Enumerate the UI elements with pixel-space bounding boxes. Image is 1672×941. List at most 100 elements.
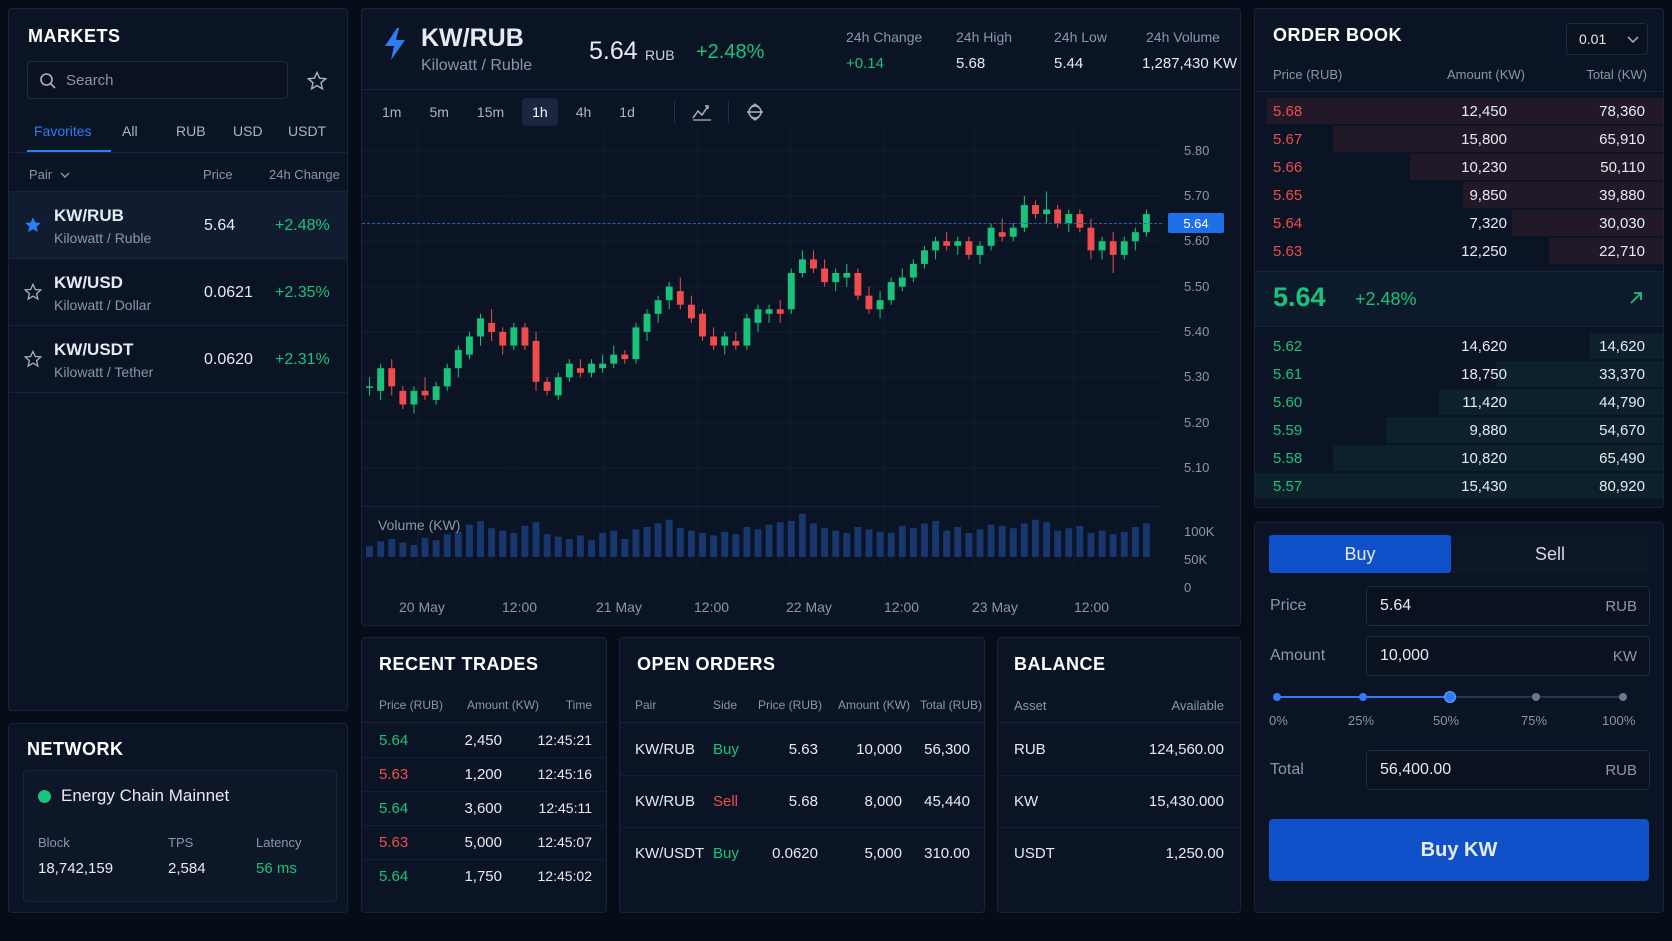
candle-body xyxy=(643,313,651,332)
volume-bar xyxy=(499,530,507,557)
candle xyxy=(665,282,673,310)
indicators-icon[interactable] xyxy=(692,103,712,121)
mid-change: +2.48% xyxy=(1355,289,1417,309)
candle-body xyxy=(976,245,984,255)
mid-price-row: 5.64 +2.48% xyxy=(1255,271,1663,327)
volume-bar xyxy=(599,533,607,557)
bid-row[interactable]: 5.58 10,820 65,490 xyxy=(1255,444,1663,472)
toolbar-divider xyxy=(728,101,729,123)
timeframe-1d[interactable]: 1d xyxy=(619,104,635,120)
divider xyxy=(9,191,347,192)
market-row-kw-rub[interactable]: KW/RUB Kilowatt / Ruble 5.64 +2.48% xyxy=(9,192,347,258)
tab-sell[interactable]: Sell xyxy=(1451,535,1649,573)
slider-thumb[interactable] xyxy=(1444,691,1456,703)
depth-bar xyxy=(1332,445,1663,471)
tab-usd[interactable]: USD xyxy=(233,123,263,139)
star-outline-icon[interactable] xyxy=(24,350,42,368)
star-filled-icon[interactable] xyxy=(24,216,42,234)
market-row-kw-usdt[interactable]: KW/USDT Kilowatt / Tether 0.0620 +2.31% xyxy=(9,326,347,392)
bid-row[interactable]: 5.59 9,880 54,670 xyxy=(1255,416,1663,444)
slider-mark: 50% xyxy=(1433,713,1460,728)
amount-slider[interactable] xyxy=(1273,691,1627,703)
ask-row[interactable]: 5.64 7,320 30,030 xyxy=(1255,209,1663,237)
ask-row[interactable]: 5.67 15,800 65,910 xyxy=(1255,125,1663,153)
volume-bar xyxy=(887,533,895,557)
buy-kw-button[interactable]: Buy KW xyxy=(1269,819,1649,881)
candle xyxy=(1120,236,1128,260)
bid-row[interactable]: 5.60 11,420 44,790 xyxy=(1255,388,1663,416)
volume-bar xyxy=(665,519,673,557)
trade-amount: 1,200 xyxy=(464,766,502,783)
timeframe-1m[interactable]: 1m xyxy=(382,104,402,120)
candle xyxy=(543,377,551,396)
precision-select[interactable]: 0.01 xyxy=(1566,23,1648,55)
candle-body xyxy=(865,295,873,310)
candle xyxy=(1076,209,1084,233)
candle xyxy=(998,218,1006,242)
bid-amount: 15,430 xyxy=(1461,477,1507,495)
volume-bar xyxy=(1076,525,1084,557)
bid-price: 5.60 xyxy=(1273,393,1303,411)
order-row[interactable]: KW/RUB Sell 5.68 8,000 45,440 xyxy=(620,776,984,828)
ask-price: 5.65 xyxy=(1273,186,1303,204)
bid-row[interactable]: 5.57 15,430 80,920 xyxy=(1255,472,1663,500)
ask-row[interactable]: 5.65 9,850 39,880 xyxy=(1255,181,1663,209)
amount-input[interactable]: 10,000 KW xyxy=(1366,636,1650,676)
ask-row[interactable]: 5.68 12,450 78,360 xyxy=(1255,97,1663,125)
timeframe-5m[interactable]: 5m xyxy=(429,104,449,120)
divider xyxy=(620,722,984,723)
trade-amount: 1,750 xyxy=(464,868,502,885)
market-row-kw-usd[interactable]: KW/USD Kilowatt / Dollar 0.0621 +2.35% xyxy=(9,259,347,325)
pair-price: 0.0621 xyxy=(204,284,253,301)
current-price-value: 5.64 xyxy=(1183,215,1209,231)
candle xyxy=(754,304,762,332)
y-tick-label: 5.20 xyxy=(1184,414,1210,430)
slider-stop[interactable] xyxy=(1532,693,1540,701)
slider-stop[interactable] xyxy=(1273,693,1281,701)
candle xyxy=(1032,200,1039,219)
order-row[interactable]: KW/USDT Buy 0.0620 5,000 310.00 xyxy=(620,828,984,879)
network-panel: NETWORK Energy Chain Mainnet Block 18,74… xyxy=(8,723,348,913)
timeframe-4h[interactable]: 4h xyxy=(575,104,592,120)
volume-bar xyxy=(366,546,373,557)
price-input[interactable]: 5.64 RUB xyxy=(1366,586,1650,626)
timeframe-1h[interactable]: 1h xyxy=(522,98,558,126)
bid-row[interactable]: 5.62 14,620 14,620 xyxy=(1255,332,1663,360)
ask-total: 65,910 xyxy=(1599,130,1645,148)
star-outline-icon[interactable] xyxy=(24,283,42,301)
slider-stop[interactable] xyxy=(1359,693,1367,701)
star-favorites-icon[interactable] xyxy=(307,71,327,91)
tab-usdt[interactable]: USDT xyxy=(288,123,327,139)
bid-price: 5.57 xyxy=(1273,477,1303,495)
candle xyxy=(610,345,618,369)
candle xyxy=(1109,232,1117,273)
bid-row[interactable]: 5.61 18,750 33,370 xyxy=(1255,360,1663,388)
column-pair[interactable]: Pair xyxy=(29,167,70,182)
candle-body xyxy=(732,341,740,346)
timeframe-15m[interactable]: 15m xyxy=(476,104,505,120)
volume-bar xyxy=(898,525,906,557)
volume-bar xyxy=(821,528,829,557)
total-input[interactable]: 56,400.00 RUB xyxy=(1366,750,1650,790)
chart-settings-icon[interactable] xyxy=(745,103,765,121)
search-input[interactable]: Search xyxy=(27,61,288,99)
tab-buy[interactable]: Buy xyxy=(1269,535,1451,573)
x-tick-label: 12:00 xyxy=(502,599,538,615)
pair-price: 0.0620 xyxy=(204,351,253,368)
tab-favorites[interactable]: Favorites xyxy=(34,123,92,139)
ask-row[interactable]: 5.66 10,230 50,110 xyxy=(1255,153,1663,181)
balance-row: RUB 124,560.00 xyxy=(998,724,1240,776)
slider-stop[interactable] xyxy=(1619,693,1627,701)
ask-row[interactable]: 5.63 12,250 22,710 xyxy=(1255,237,1663,265)
amount-input-value: 10,000 xyxy=(1380,647,1429,664)
bid-amount: 18,750 xyxy=(1461,365,1507,383)
price-chart[interactable] xyxy=(362,129,1241,589)
stat-tps-label: TPS xyxy=(168,835,194,850)
volume-bar xyxy=(388,539,396,557)
tab-all[interactable]: All xyxy=(122,123,138,139)
oo-col-side: Side xyxy=(713,698,738,712)
candle-body xyxy=(1087,227,1095,251)
orderbook-title: ORDER BOOK xyxy=(1273,25,1403,45)
tab-rub[interactable]: RUB xyxy=(176,123,206,139)
order-row[interactable]: KW/RUB Buy 5.63 10,000 56,300 xyxy=(620,724,984,776)
